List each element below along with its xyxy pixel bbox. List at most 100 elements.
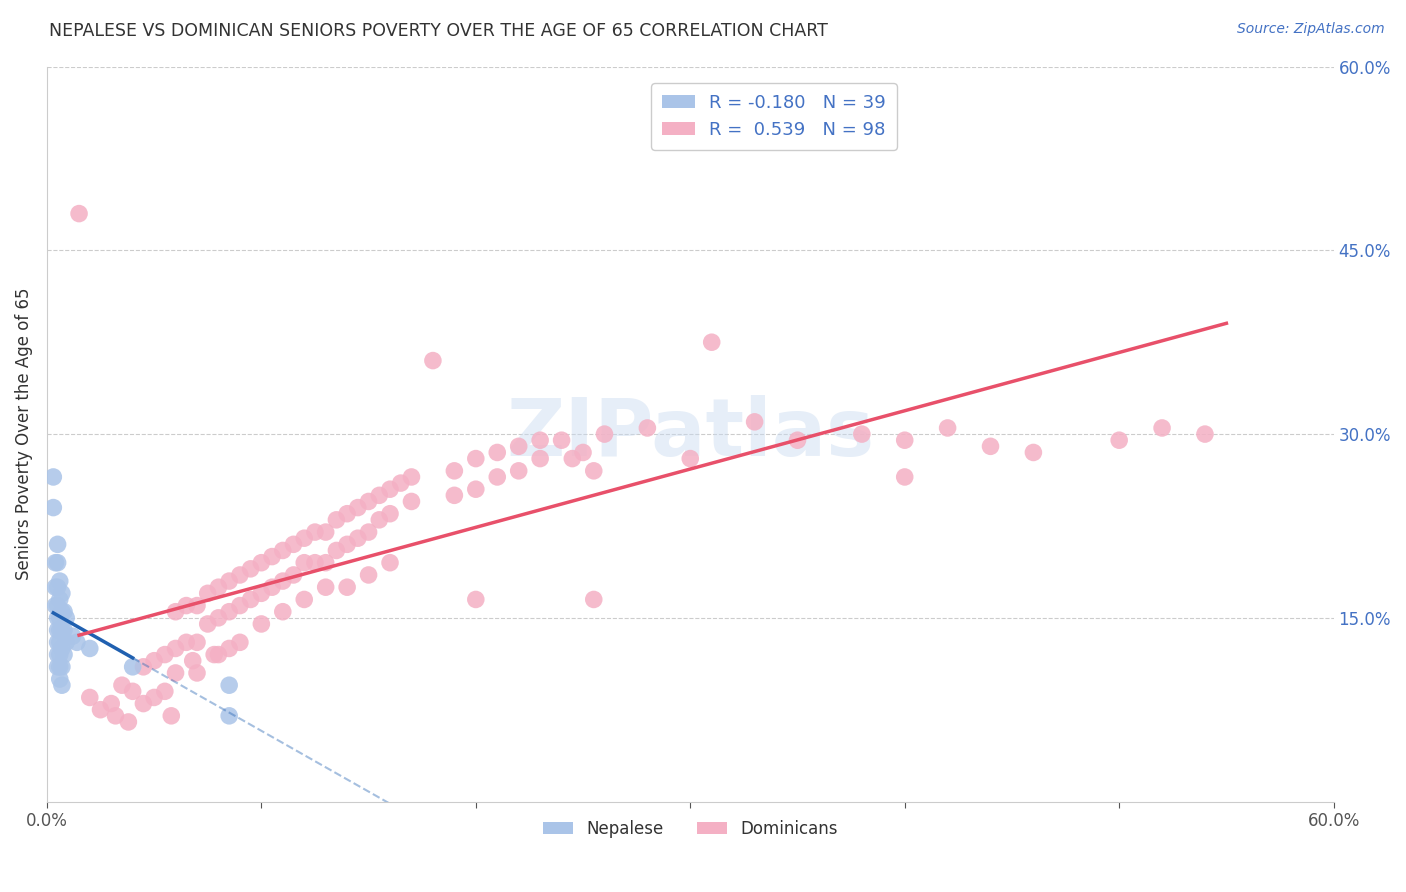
Point — [582, 592, 605, 607]
Point — [186, 599, 208, 613]
Point — [357, 525, 380, 540]
Point — [315, 525, 337, 540]
Point — [283, 568, 305, 582]
Point — [207, 580, 229, 594]
Point — [46, 580, 69, 594]
Point — [529, 451, 551, 466]
Point — [401, 494, 423, 508]
Point — [53, 648, 76, 662]
Point — [44, 580, 66, 594]
Point — [53, 623, 76, 637]
Point — [389, 476, 412, 491]
Point — [165, 605, 187, 619]
Point — [744, 415, 766, 429]
Point — [121, 660, 143, 674]
Point — [66, 635, 89, 649]
Point — [49, 574, 72, 588]
Point — [218, 678, 240, 692]
Point — [464, 482, 486, 496]
Point — [186, 635, 208, 649]
Point — [582, 464, 605, 478]
Point — [443, 488, 465, 502]
Point — [336, 537, 359, 551]
Point — [378, 556, 401, 570]
Point — [218, 641, 240, 656]
Point — [197, 586, 219, 600]
Point — [357, 494, 380, 508]
Point — [132, 697, 155, 711]
Point — [401, 470, 423, 484]
Point — [262, 580, 284, 594]
Point — [202, 648, 225, 662]
Point — [508, 464, 530, 478]
Point — [250, 556, 273, 570]
Point — [336, 580, 359, 594]
Point — [100, 697, 122, 711]
Point — [49, 592, 72, 607]
Legend: Nepalese, Dominicans: Nepalese, Dominicans — [536, 814, 845, 845]
Point — [304, 525, 326, 540]
Point — [283, 537, 305, 551]
Point — [51, 605, 73, 619]
Point — [486, 470, 509, 484]
Point — [46, 556, 69, 570]
Point — [44, 556, 66, 570]
Point — [262, 549, 284, 564]
Point — [271, 605, 294, 619]
Point — [368, 488, 391, 502]
Point — [1022, 445, 1045, 459]
Point — [979, 439, 1001, 453]
Point — [42, 470, 65, 484]
Point — [325, 543, 347, 558]
Point — [207, 611, 229, 625]
Point — [186, 665, 208, 680]
Point — [292, 531, 315, 545]
Point — [49, 623, 72, 637]
Point — [49, 635, 72, 649]
Point — [315, 580, 337, 594]
Point — [250, 617, 273, 632]
Point — [239, 592, 262, 607]
Point — [357, 568, 380, 582]
Point — [174, 599, 197, 613]
Point — [181, 654, 204, 668]
Point — [229, 568, 252, 582]
Point — [111, 678, 134, 692]
Point — [572, 445, 595, 459]
Point — [636, 421, 658, 435]
Point — [46, 660, 69, 674]
Point — [160, 708, 183, 723]
Point — [336, 507, 359, 521]
Point — [229, 635, 252, 649]
Point — [51, 641, 73, 656]
Point — [49, 672, 72, 686]
Point — [378, 507, 401, 521]
Point — [486, 445, 509, 459]
Point — [378, 482, 401, 496]
Point — [89, 703, 111, 717]
Point — [79, 690, 101, 705]
Point — [700, 335, 723, 350]
Point — [51, 586, 73, 600]
Point — [561, 451, 583, 466]
Point — [422, 353, 444, 368]
Point — [347, 531, 370, 545]
Point — [893, 434, 915, 448]
Point — [292, 592, 315, 607]
Point — [46, 537, 69, 551]
Point — [218, 708, 240, 723]
Point — [174, 635, 197, 649]
Point — [936, 421, 959, 435]
Point — [529, 434, 551, 448]
Text: Source: ZipAtlas.com: Source: ZipAtlas.com — [1237, 22, 1385, 37]
Point — [593, 427, 616, 442]
Point — [786, 434, 808, 448]
Point — [42, 500, 65, 515]
Point — [79, 641, 101, 656]
Point — [1194, 427, 1216, 442]
Point — [55, 635, 77, 649]
Y-axis label: Seniors Poverty Over the Age of 65: Seniors Poverty Over the Age of 65 — [15, 288, 32, 581]
Text: NEPALESE VS DOMINICAN SENIORS POVERTY OVER THE AGE OF 65 CORRELATION CHART: NEPALESE VS DOMINICAN SENIORS POVERTY OV… — [49, 22, 828, 40]
Point — [153, 648, 176, 662]
Point — [443, 464, 465, 478]
